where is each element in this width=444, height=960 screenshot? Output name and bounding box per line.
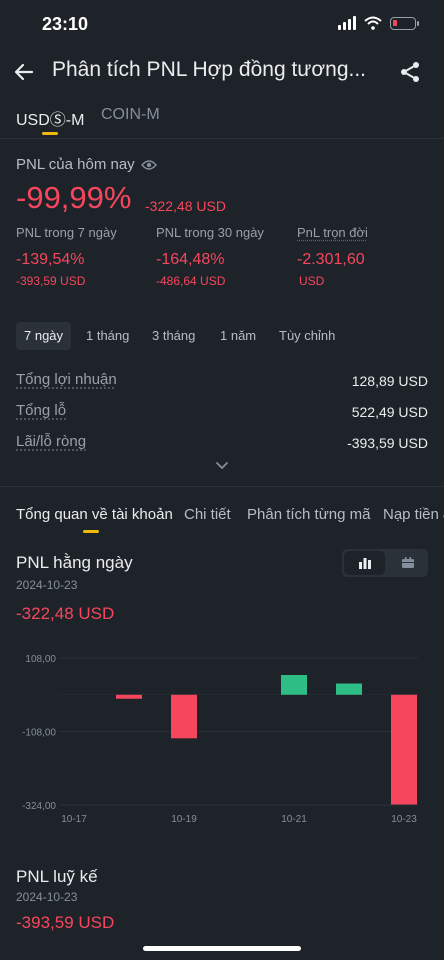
daily-pnl-chart[interactable]: 108,00 -108,00 -324,00 10-17 10-19 10-21 10-23 [0, 640, 444, 830]
daily-pnl-date: 2024-10-23 [16, 578, 78, 592]
x-tick-label: 10-19 [171, 814, 197, 825]
bar [171, 694, 197, 739]
bar-chart-icon [358, 558, 371, 569]
total-loss-value: 522,49 USD [351, 404, 428, 420]
y-tick-label: 108,00 [25, 654, 56, 665]
total-profit-label[interactable]: Tổng lợi nhuận [16, 371, 117, 388]
calendar-icon [401, 557, 414, 568]
status-time: 23:10 [42, 14, 89, 34]
chevron-down-icon[interactable] [214, 460, 230, 472]
total-loss-label[interactable]: Tổng lỗ [16, 402, 67, 419]
page-title: Phân tích PNL Hợp đồng tương... [52, 58, 366, 81]
today-pnl-percent: -99,99% [16, 180, 132, 215]
stat-7d-value: -139,54% [16, 251, 85, 268]
tab-account-overview[interactable]: Tổng quan về tài khoản [16, 506, 173, 523]
wifi-icon [364, 16, 382, 30]
cumulative-pnl-value: -393,59 USD [16, 913, 115, 932]
eye-icon[interactable] [140, 159, 157, 171]
stat-30d-usd: -486,64 USD [156, 274, 226, 288]
y-tick-label: -324,00 [22, 801, 56, 812]
tab-deposit[interactable]: Nạp tiền & [383, 506, 444, 523]
tab-details[interactable]: Chi tiết [184, 506, 231, 523]
x-tick-label: 10-17 [61, 814, 87, 825]
stat-7d-usd: -393,59 USD [16, 274, 86, 288]
share-icon[interactable] [398, 60, 422, 84]
stat-30d-label: PNL trong 30 ngày [156, 225, 264, 240]
bar [281, 675, 307, 695]
stat-30d-value: -164,48% [156, 251, 225, 268]
today-pnl-usd: -322,48 USD [145, 198, 226, 214]
period-1y[interactable]: 1 năm [220, 328, 257, 343]
net-pnl-label[interactable]: Lãi/lỗ ròng [16, 433, 87, 450]
stat-lifetime-value: -2.301,60 [297, 251, 365, 268]
bar [391, 694, 417, 805]
tab-per-symbol[interactable]: Phân tích từng mã [247, 506, 371, 523]
section-divider [0, 486, 444, 487]
period-3m[interactable]: 3 tháng [152, 328, 196, 343]
daily-pnl-value: -322,48 USD [16, 604, 115, 623]
bar [116, 694, 142, 699]
today-pnl-label: PNL của hôm nay [16, 156, 157, 173]
signal-icon [338, 16, 356, 30]
cumulative-pnl-date: 2024-10-23 [16, 890, 78, 904]
y-tick-label: -108,00 [22, 728, 56, 739]
cumulative-pnl-title: PNL luỹ kế [16, 867, 98, 886]
chart-view-toggle[interactable] [342, 549, 428, 577]
calendar-view-button[interactable] [387, 549, 428, 577]
bar [336, 683, 362, 695]
net-pnl-value: -393,59 USD [347, 435, 428, 451]
period-custom[interactable]: Tùy chỉnh [279, 328, 336, 343]
section-tab-indicator [83, 530, 99, 533]
battery-icon [390, 16, 419, 30]
x-tick-label: 10-21 [281, 814, 307, 825]
status-icons [338, 16, 419, 30]
stat-lifetime-unit: USD [299, 274, 325, 288]
bar-view-button[interactable] [344, 551, 385, 575]
home-indicator[interactable] [143, 946, 301, 951]
tab-coin-m[interactable]: COIN-M [101, 106, 160, 123]
tab-active-indicator [42, 132, 58, 135]
today-pnl-label-text: PNL của hôm nay [16, 156, 135, 173]
stat-7d-label: PNL trong 7 ngày [16, 225, 117, 240]
total-profit-value: 128,89 USD [351, 373, 428, 389]
period-7d[interactable]: 7 ngày [16, 322, 72, 350]
period-1m[interactable]: 1 tháng [86, 328, 130, 343]
tabs-divider [0, 138, 444, 139]
tab-usds-m[interactable]: USDⓈ-M [16, 112, 85, 129]
back-arrow-icon[interactable] [12, 58, 36, 86]
daily-pnl-title: PNL hằng ngày [16, 553, 133, 572]
stat-lifetime-label[interactable]: PnL trọn đời [297, 225, 368, 240]
x-tick-label: 10-23 [391, 814, 417, 825]
